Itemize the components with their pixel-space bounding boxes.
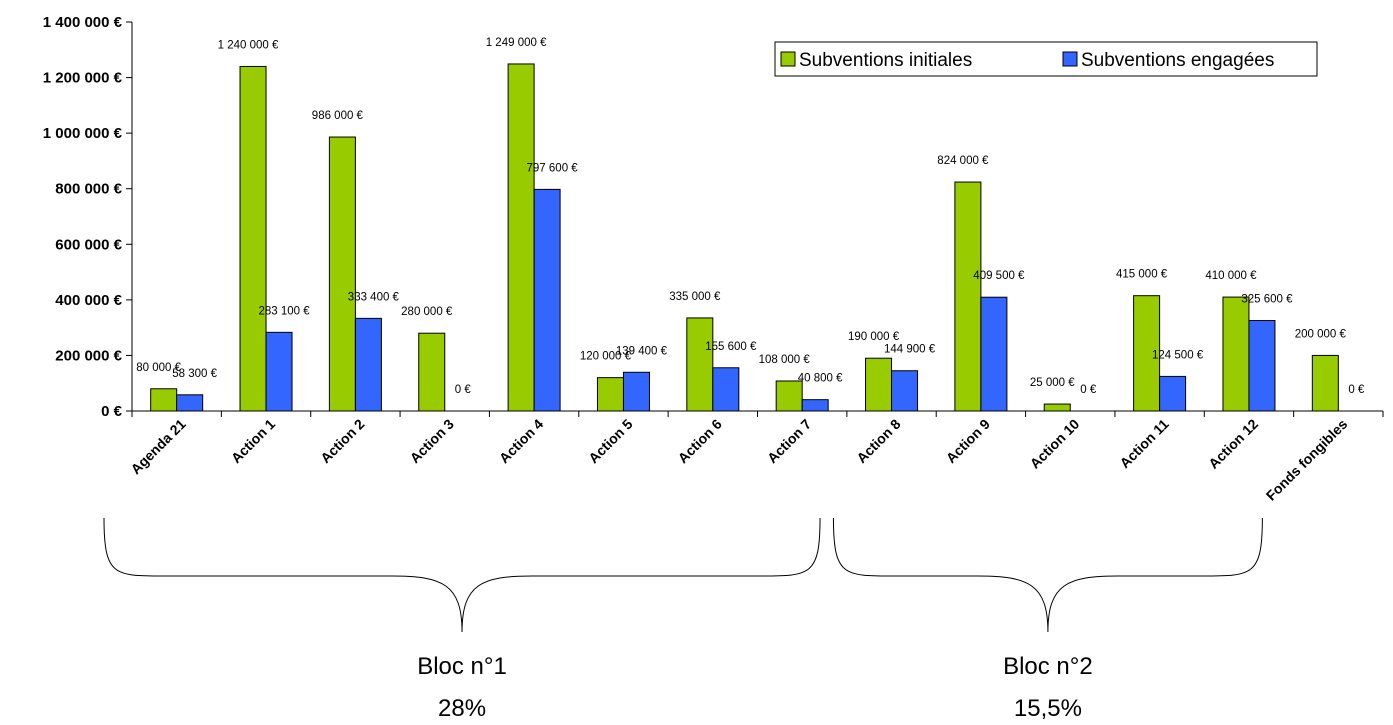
bar-initial xyxy=(1222,296,1250,412)
y-tick-label: 600 000 € xyxy=(55,236,122,253)
y-tick-label: 1 000 000 € xyxy=(43,125,123,142)
data-label-engaged: 0 € xyxy=(1080,384,1097,396)
data-label-initial: 25 000 € xyxy=(1030,377,1075,389)
data-label-engaged: 40 800 € xyxy=(798,373,843,385)
bar-initial xyxy=(865,357,893,412)
bar-engaged xyxy=(712,367,740,412)
data-label-initial: 415 000 € xyxy=(1116,269,1168,281)
data-label-initial: 824 000 € xyxy=(937,155,989,167)
x-tick-label: Action 1 xyxy=(228,416,279,467)
y-tick-label: 1 200 000 € xyxy=(43,70,123,87)
x-tick-label: Action 4 xyxy=(496,416,547,467)
data-label-initial: 200 000 € xyxy=(1295,328,1347,340)
bar-engaged xyxy=(265,331,293,412)
data-label-engaged: 144 900 € xyxy=(884,344,936,356)
data-label-initial: 80 000 € xyxy=(136,362,181,374)
y-tick-label: 800 000 € xyxy=(55,181,122,198)
data-label-engaged: 124 500 € xyxy=(1152,349,1204,361)
data-label-initial: 986 000 € xyxy=(312,110,364,122)
bar-initial xyxy=(775,380,803,412)
legend-swatch-initial xyxy=(780,51,796,67)
legend-label-engaged: Subventions engagées xyxy=(1081,50,1274,71)
bar-engaged xyxy=(622,371,650,412)
group-share: 15,5% xyxy=(1014,695,1082,722)
data-label-engaged: 409 500 € xyxy=(973,270,1025,282)
x-tick-label: Action 8 xyxy=(853,416,904,467)
data-label-initial: 335 000 € xyxy=(669,291,721,303)
x-tick-label: Action 3 xyxy=(407,416,458,467)
data-label-initial: 108 000 € xyxy=(759,354,811,366)
y-tick-label: 400 000 € xyxy=(55,292,122,309)
data-label-engaged: 325 600 € xyxy=(1241,294,1293,306)
bar-initial xyxy=(328,136,356,412)
bar-engaged xyxy=(1248,320,1276,412)
x-tick-label: Action 11 xyxy=(1116,416,1171,471)
legend-swatch-engaged xyxy=(1062,51,1078,67)
data-label-initial: 410 000 € xyxy=(1205,270,1257,282)
bar-engaged xyxy=(176,394,204,412)
data-label-engaged: 0 € xyxy=(455,384,472,396)
bar-engaged xyxy=(980,296,1008,412)
group-name: Bloc n°2 xyxy=(1003,653,1093,680)
data-labels: 80 000 €58 300 € 1 240 000 € 283 100 € 986 … xyxy=(136,37,1365,396)
x-tick-label: Action 10 xyxy=(1026,416,1082,472)
y-tick-label: 1 400 000 € xyxy=(43,14,123,31)
bar-initial xyxy=(1043,403,1071,412)
bar-initial xyxy=(239,65,267,412)
data-label-engaged: 139 400 € xyxy=(616,345,668,357)
data-label-initial: 190 000 € xyxy=(848,331,900,343)
x-tick-label: Action 2 xyxy=(317,416,368,467)
bar-engaged xyxy=(354,317,382,412)
data-label-engaged: 0 € xyxy=(1348,384,1365,396)
legend-box xyxy=(774,41,1318,77)
group-share: 28% xyxy=(438,695,486,722)
data-label-initial: 120 000 € xyxy=(580,351,632,363)
x-tick-label: Action 12 xyxy=(1205,416,1261,472)
data-label-initial: 1 249 000 € xyxy=(486,37,547,49)
bar-engaged xyxy=(533,188,561,412)
bar-initial xyxy=(1133,295,1161,412)
group-brace xyxy=(103,517,821,633)
y-axis: 0 € 200 000 € 400 000 € 600 000 € 800 000 € 1… xyxy=(43,14,133,420)
group-braces: Bloc n°1 28% Bloc n°2 15,5% xyxy=(103,517,1263,722)
data-label-engaged: 283 100 € xyxy=(258,305,310,317)
x-tick-label: Action 5 xyxy=(585,416,636,467)
bar-initial xyxy=(1311,354,1339,412)
bar-engaged xyxy=(891,370,919,412)
bar-initial xyxy=(507,63,535,412)
data-label-engaged: 155 600 € xyxy=(705,341,757,353)
group-name: Bloc n°1 xyxy=(417,653,507,680)
bars xyxy=(150,63,1339,412)
data-label-engaged: 333 400 € xyxy=(348,291,400,303)
data-label-engaged: 58 300 € xyxy=(172,368,217,380)
y-tick-label: 200 000 € xyxy=(55,347,122,364)
bar-initial xyxy=(954,181,982,412)
bar-engaged xyxy=(1159,375,1187,412)
data-label-initial: 1 240 000 € xyxy=(218,39,279,51)
legend: Subventions initiales Subventions engagée… xyxy=(774,41,1318,77)
bar-engaged xyxy=(801,399,829,412)
x-tick-label: Action 9 xyxy=(943,416,994,467)
x-tick-label: Fonds fongibles xyxy=(1263,416,1351,504)
data-label-engaged: 797 600 € xyxy=(527,162,579,174)
bar-initial xyxy=(418,332,446,412)
x-tick-label: Agenda 21 xyxy=(127,416,189,478)
bar-initial xyxy=(150,388,178,412)
legend-label-initial: Subventions initiales xyxy=(799,50,972,71)
group-brace xyxy=(832,517,1263,633)
data-label-initial: 280 000 € xyxy=(401,306,453,318)
bar-initial xyxy=(686,317,714,412)
y-tick-label: 0 € xyxy=(101,403,123,420)
x-tick-label: Action 6 xyxy=(675,416,726,467)
bar-initial xyxy=(596,377,624,412)
x-tick-label: Action 7 xyxy=(764,416,815,467)
x-axis: Agenda 21 Action 1 Action 2 Action 3 Action … xyxy=(127,410,1384,504)
